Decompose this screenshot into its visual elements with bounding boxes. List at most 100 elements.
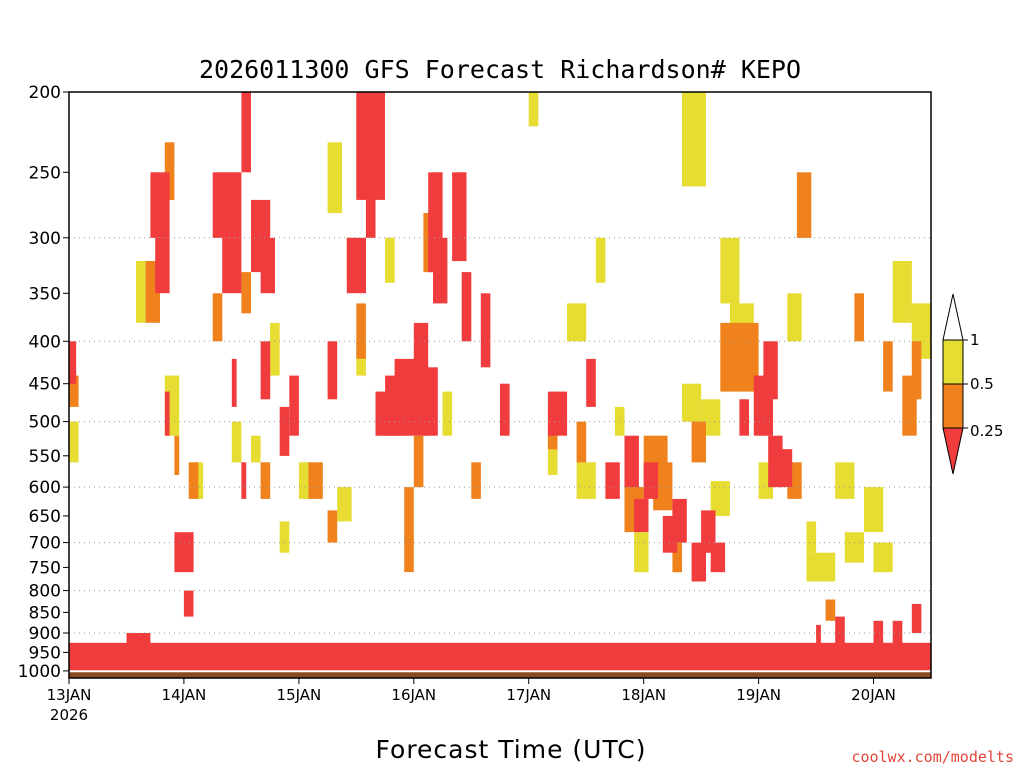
y-tick-label: 950 bbox=[29, 643, 61, 663]
ri-cell bbox=[547, 435, 558, 475]
ri-cell bbox=[423, 367, 438, 436]
ri-cell bbox=[442, 391, 453, 436]
y-tick-label: 250 bbox=[29, 163, 61, 183]
ri-cell bbox=[586, 358, 596, 407]
x-tick-label: 13JAN bbox=[47, 686, 92, 704]
y-tick-label: 700 bbox=[29, 534, 61, 554]
y-tick-label: 200 bbox=[29, 83, 61, 103]
legend-label-0-25: 0.25 bbox=[970, 422, 1003, 440]
legend: 1 0.5 0.25 bbox=[942, 293, 1003, 475]
ri-cell bbox=[404, 487, 414, 573]
ri-cell bbox=[739, 322, 759, 392]
ri-cell bbox=[260, 237, 275, 294]
ground-layer bbox=[69, 672, 931, 678]
surface-layer bbox=[69, 642, 931, 678]
ri-cell bbox=[69, 375, 79, 407]
ri-cell bbox=[289, 375, 299, 436]
ri-cell bbox=[452, 172, 467, 262]
ri-cell bbox=[241, 92, 251, 173]
ri-cell bbox=[241, 462, 247, 499]
credit-text: coolwx.com/modelts bbox=[851, 748, 1014, 766]
ri-cell bbox=[835, 462, 855, 499]
y-tick-label: 850 bbox=[29, 603, 61, 623]
legend-swatch-orange bbox=[942, 383, 964, 429]
ri-cell bbox=[691, 421, 706, 463]
legend-label-0-5: 0.5 bbox=[970, 375, 994, 393]
y-tick-label: 350 bbox=[29, 284, 61, 304]
chart-title: 2026011300 GFS Forecast Richardson# KEPO bbox=[199, 55, 801, 84]
ri-cell bbox=[806, 521, 817, 553]
ri-cell bbox=[720, 237, 740, 304]
ri-cell bbox=[576, 421, 587, 463]
ri-cell bbox=[150, 172, 170, 238]
ri-cell bbox=[844, 532, 864, 563]
ri-cell bbox=[682, 92, 706, 187]
ri-cell bbox=[136, 261, 146, 323]
ri-cell bbox=[327, 341, 338, 400]
ri-cell bbox=[873, 542, 893, 573]
y-tick-label: 500 bbox=[29, 413, 61, 433]
ri-cell bbox=[231, 358, 237, 407]
ri-cell bbox=[634, 498, 649, 533]
ri-cell bbox=[763, 341, 778, 400]
ri-cell bbox=[710, 481, 730, 516]
ri-cell bbox=[260, 462, 271, 499]
ri-cell bbox=[164, 391, 170, 436]
plot-area bbox=[68, 91, 932, 679]
ri-cell bbox=[365, 172, 376, 238]
ri-cell bbox=[883, 341, 893, 392]
ri-cell bbox=[864, 487, 884, 533]
x-tick-label: 19JAN bbox=[736, 686, 781, 704]
y-tick-label: 450 bbox=[29, 375, 61, 395]
ri-cell bbox=[480, 293, 491, 368]
ri-cell bbox=[624, 435, 639, 488]
y-tick-label: 750 bbox=[29, 558, 61, 578]
ri-cell bbox=[260, 341, 271, 400]
y-tick-label: 900 bbox=[29, 624, 61, 644]
ri-cell bbox=[413, 435, 424, 488]
ri-cell bbox=[337, 487, 352, 522]
x-tick-label: 17JAN bbox=[506, 686, 551, 704]
ri-cell bbox=[270, 322, 280, 376]
ri-cell bbox=[241, 272, 251, 314]
ri-cell bbox=[567, 303, 587, 342]
ri-cell bbox=[174, 435, 180, 475]
ri-cell bbox=[356, 303, 366, 359]
y-tick-label: 550 bbox=[29, 447, 61, 467]
ri-cell bbox=[327, 510, 338, 543]
ri-cell bbox=[720, 322, 740, 392]
surface-unstable-layer bbox=[69, 642, 931, 671]
ri-cell bbox=[279, 406, 290, 456]
ri-cell bbox=[385, 237, 395, 283]
ri-cell bbox=[528, 92, 539, 127]
ri-cell bbox=[777, 449, 793, 488]
ri-cell bbox=[500, 383, 510, 436]
ri-cell bbox=[911, 341, 922, 400]
ri-cell bbox=[634, 532, 649, 573]
ri-cell bbox=[346, 237, 366, 294]
ri-cell bbox=[69, 421, 79, 463]
ri-cell bbox=[183, 590, 194, 617]
ri-cell bbox=[605, 462, 620, 499]
legend-top-arrow bbox=[942, 293, 964, 341]
y-tick-label: 600 bbox=[29, 478, 61, 498]
ri-cell bbox=[155, 237, 170, 294]
ri-cell bbox=[279, 521, 290, 553]
x-tick-label: 16JAN bbox=[391, 686, 436, 704]
y-tick-label: 400 bbox=[29, 332, 61, 352]
ri-cell bbox=[547, 391, 568, 436]
ri-cell bbox=[672, 498, 687, 543]
ri-cell bbox=[835, 616, 845, 645]
ri-cell bbox=[298, 462, 309, 499]
ri-cell bbox=[825, 599, 836, 621]
ri-cell bbox=[739, 399, 749, 436]
ri-cell bbox=[461, 272, 472, 342]
x-axis: 13JAN 2026 14JAN 15JAN 16JAN 17JAN 18JAN 19JAN 2… bbox=[47, 678, 896, 724]
ri-cell bbox=[308, 462, 323, 499]
ri-cell bbox=[892, 261, 912, 323]
ri-cell bbox=[710, 542, 726, 573]
ri-cell bbox=[222, 237, 242, 294]
ri-cell bbox=[892, 620, 903, 649]
ri-cell bbox=[327, 142, 342, 214]
